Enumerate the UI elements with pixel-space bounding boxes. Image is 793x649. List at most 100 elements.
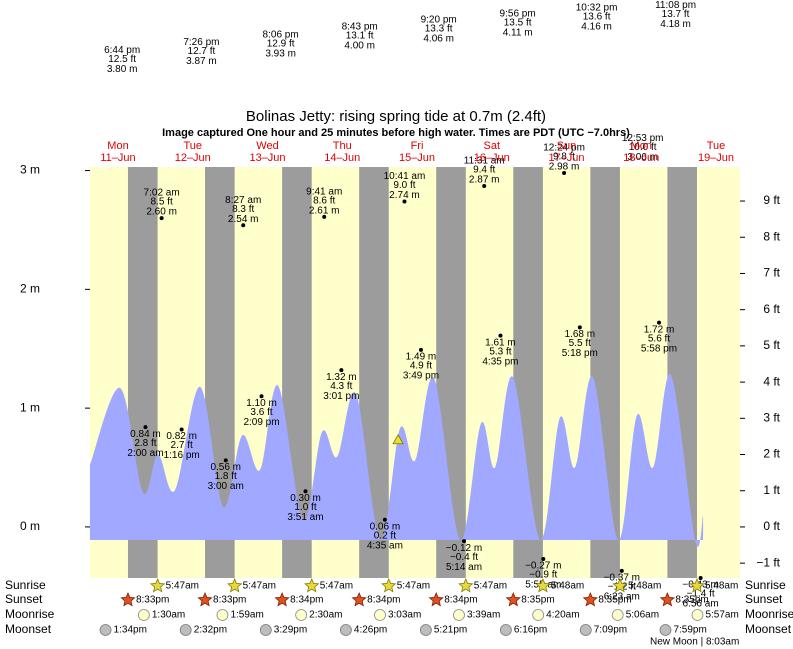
extreme-label: 1.61 m bbox=[485, 337, 516, 348]
date-label: 18–Jun bbox=[623, 152, 659, 164]
almanac-time: 5:06am bbox=[626, 610, 659, 621]
almanac-time: 3:29pm bbox=[274, 625, 307, 636]
y2-tick-label: 3 ft bbox=[763, 410, 780, 424]
sunset-icon bbox=[582, 591, 598, 607]
almanac-time: 8:33pm bbox=[213, 595, 246, 606]
extreme-label: 10.0 ft bbox=[629, 142, 657, 153]
extreme-label: 2.60 m bbox=[146, 207, 177, 218]
almanac-time: 8:35pm bbox=[675, 595, 708, 606]
extreme-dot bbox=[223, 458, 228, 463]
extreme-dot bbox=[698, 576, 703, 580]
almanac-time: 2:32pm bbox=[194, 625, 227, 636]
extreme-dot bbox=[303, 489, 308, 494]
almanac-time: 4:26pm bbox=[354, 625, 387, 636]
day-label: Tue bbox=[183, 140, 202, 152]
y2-tick-label: 7 ft bbox=[763, 266, 780, 280]
sunrise-icon bbox=[458, 577, 474, 593]
extreme-dot bbox=[159, 216, 164, 221]
extreme-label: −0.9 ft bbox=[529, 570, 557, 581]
extreme-label: 8.5 ft bbox=[150, 197, 172, 208]
extreme-label: 2.87 m bbox=[469, 175, 500, 186]
extreme-label: 4.00 m bbox=[344, 40, 375, 51]
extreme-label: 13.7 ft bbox=[662, 9, 690, 20]
extreme-label: 1.32 m bbox=[326, 372, 357, 383]
extreme-label: 9.0 ft bbox=[393, 180, 415, 191]
extreme-label: 5:58 pm bbox=[641, 343, 677, 354]
extreme-dot bbox=[657, 320, 662, 325]
moonset-icon bbox=[579, 624, 592, 636]
date-label: 15–Jun bbox=[399, 152, 435, 164]
extreme-dot bbox=[259, 394, 264, 399]
extreme-label: 5:18 pm bbox=[562, 348, 598, 359]
extreme-dot bbox=[179, 427, 184, 432]
almanac-label: Moonrise bbox=[745, 607, 793, 621]
extreme-label: 8:43 pm bbox=[342, 21, 378, 32]
extreme-label: 7:26 pm bbox=[183, 37, 219, 48]
almanac-label: Sunset bbox=[745, 592, 783, 606]
extreme-label: 8:27 am bbox=[225, 195, 261, 206]
sunset-icon bbox=[197, 591, 213, 607]
extreme-dot bbox=[402, 199, 407, 204]
day-label: Thu bbox=[333, 140, 352, 152]
extreme-label: 8:06 pm bbox=[263, 30, 299, 41]
extreme-label: 6:56 am bbox=[683, 599, 719, 610]
almanac-time: 8:35pm bbox=[598, 595, 631, 606]
extreme-label: 0.30 m bbox=[290, 493, 321, 504]
sunrise-icon bbox=[689, 577, 705, 593]
extreme-label: 13.6 ft bbox=[583, 11, 611, 22]
chart-title: Bolinas Jetty: rising spring tide at 0.7… bbox=[246, 108, 546, 125]
extreme-label: −0.37 m bbox=[604, 573, 640, 584]
sunset-icon bbox=[659, 591, 676, 607]
extreme-label: 12:24 pm bbox=[543, 143, 585, 154]
almanac-label: Moonrise bbox=[5, 607, 55, 621]
almanac-label: Moonset bbox=[5, 622, 52, 636]
moonrise-icon bbox=[374, 609, 386, 621]
extreme-label: 4.3 ft bbox=[330, 381, 352, 392]
extreme-label: 1.10 m bbox=[246, 398, 277, 409]
extreme-dot bbox=[562, 170, 567, 175]
extreme-label: 5.3 ft bbox=[489, 346, 511, 357]
extreme-label: 11:08 pm bbox=[655, 0, 696, 11]
y-tick-label: 2 m bbox=[20, 282, 40, 296]
almanac-time: 5:47am bbox=[166, 581, 199, 592]
extreme-label: 0.82 m bbox=[166, 431, 197, 442]
extreme-label: 9.8 ft bbox=[553, 152, 575, 163]
extreme-label: −0.4 ft bbox=[450, 552, 478, 563]
extreme-label: 2.7 ft bbox=[171, 440, 193, 451]
almanac-time: 8:34pm bbox=[367, 595, 400, 606]
day-label: Mon bbox=[107, 140, 128, 152]
moonrise-icon bbox=[137, 609, 150, 621]
extreme-label: 9:20 pm bbox=[421, 14, 457, 25]
y2-tick-label: 1 ft bbox=[763, 483, 780, 497]
extreme-label: 9.4 ft bbox=[473, 165, 495, 176]
tide-area bbox=[89, 373, 704, 547]
sunrise-icon bbox=[535, 577, 551, 593]
y2-tick-label: 2 ft bbox=[763, 447, 780, 461]
extreme-label: 10:32 pm bbox=[576, 2, 618, 13]
date-label: 19–Jun bbox=[698, 152, 734, 164]
y-tick-label: 3 m bbox=[20, 163, 40, 177]
extreme-dot bbox=[382, 517, 387, 522]
extreme-label: 0.06 m bbox=[370, 521, 401, 532]
extreme-dot bbox=[339, 368, 344, 373]
almanac-label: Moonset bbox=[745, 622, 792, 636]
sunrise-icon bbox=[304, 577, 320, 593]
extreme-label: 0.2 ft bbox=[374, 530, 396, 541]
extreme-label: 2.98 m bbox=[549, 162, 580, 173]
moon-phase: New Moon | 8:03am bbox=[650, 637, 739, 648]
almanac-time: 1:59am bbox=[230, 610, 263, 621]
date-label: 11–Jun bbox=[100, 152, 135, 164]
extreme-label: 4.9 ft bbox=[410, 361, 432, 372]
extreme-dot bbox=[462, 539, 467, 544]
almanac-time: 5:48am bbox=[628, 581, 661, 592]
almanac-time: 5:47am bbox=[320, 581, 353, 592]
extreme-dot bbox=[241, 223, 246, 228]
extreme-label: 8.6 ft bbox=[313, 196, 335, 207]
extreme-label: 4.06 m bbox=[423, 33, 454, 44]
extreme-dot bbox=[541, 556, 546, 561]
extreme-label: 9:41 am bbox=[306, 187, 342, 198]
sunset-icon bbox=[428, 591, 444, 607]
almanac-time: 1:34pm bbox=[114, 625, 147, 636]
moonset-icon bbox=[419, 624, 432, 636]
extreme-label: 1.68 m bbox=[565, 329, 596, 340]
